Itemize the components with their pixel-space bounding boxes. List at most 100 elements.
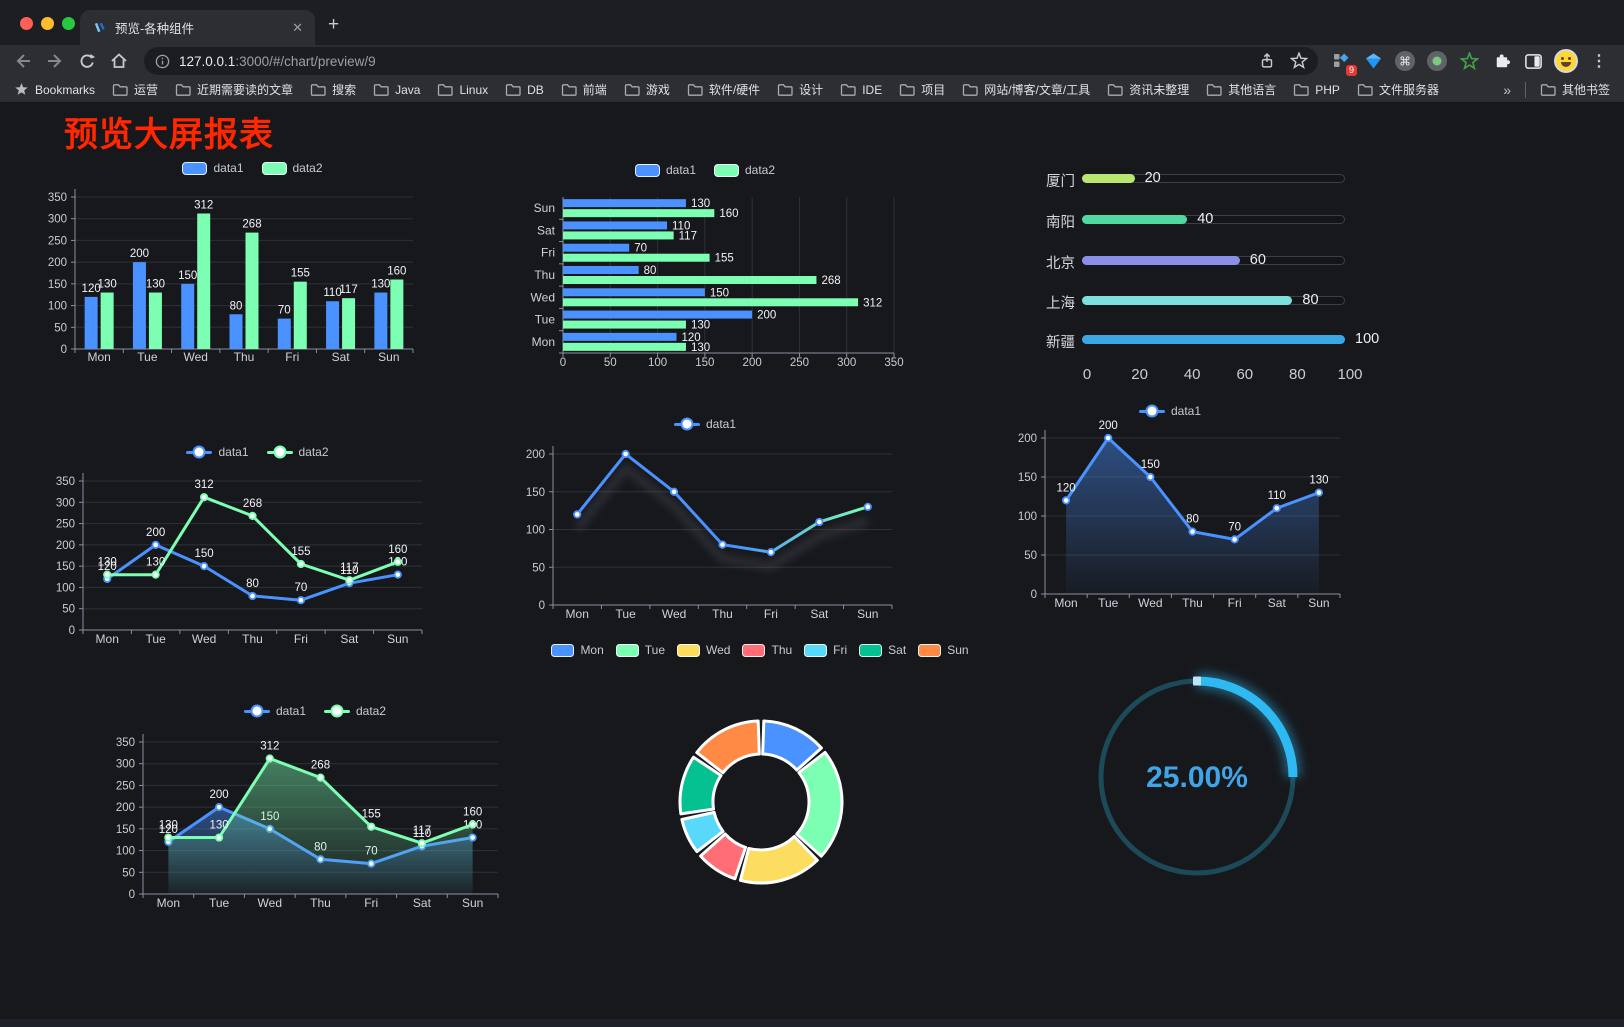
chart-area-multi[interactable]: data1 data2 0 50 100 150 200 250 300 350 Mon Tue Wed… bbox=[105, 690, 525, 933]
chart-canvas[interactable]: 0 50 100 150 200 Mon Tue Wed Thu Fri Sat Sun bbox=[505, 410, 905, 628]
profile-avatar[interactable] bbox=[1554, 49, 1578, 73]
command-extension-icon[interactable]: ⌘ bbox=[1394, 50, 1416, 72]
chart-progress-bars[interactable]: 厦门 20 南阳 40 北京 60 上海 80 新疆 100 0 20 40 60 80 100 bbox=[1005, 160, 1379, 390]
svg-text:312: 312 bbox=[194, 479, 213, 491]
star-icon bbox=[15, 82, 28, 95]
legend-item-Wed[interactable]: Wed bbox=[677, 643, 730, 657]
chart-donut[interactable]: Mon Tue Wed Thu Fri Sat Sun bbox=[545, 640, 975, 895]
chart-horizontal-bar[interactable]: data1 data2 0 50 100 150 200 250 300 350 Mon 120 130… bbox=[505, 155, 905, 370]
svg-text:130: 130 bbox=[98, 279, 117, 291]
bookmark-folder-Linux[interactable]: Linux bbox=[437, 83, 488, 97]
legend-item-Tue[interactable]: Tue bbox=[615, 643, 665, 657]
legend-item-data1[interactable]: data1 bbox=[1138, 404, 1202, 418]
legend-item-Thu[interactable]: Thu bbox=[742, 643, 792, 657]
legend-swatch-icon bbox=[918, 643, 942, 657]
svg-text:Wed: Wed bbox=[258, 896, 282, 910]
site-info-icon[interactable] bbox=[154, 53, 171, 70]
legend-item-data2[interactable]: data2 bbox=[266, 445, 329, 459]
bookmark-folder-Java[interactable]: Java bbox=[373, 83, 420, 97]
bookmark-folder-文件服务器[interactable]: 文件服务器 bbox=[1357, 81, 1439, 98]
minimize-window-button[interactable] bbox=[41, 17, 54, 30]
legend-item-data1[interactable]: data1 bbox=[243, 704, 306, 718]
tab-close-icon[interactable]: ✕ bbox=[292, 19, 303, 35]
legend-item-data2[interactable]: data2 bbox=[261, 161, 323, 175]
chart-canvas[interactable]: 0 50 100 150 200 Mon Tue Wed Thu Fri Sat Sun 120 200 1… bbox=[985, 395, 1355, 620]
bookmark-star-icon[interactable] bbox=[1290, 52, 1308, 70]
chart-grouped-bar[interactable]: data1 data2 0 50 100 150 200 250 300 350 Mon Tue Wed… bbox=[45, 155, 460, 370]
progress-row-上海[interactable]: 上海 80 bbox=[1005, 291, 1377, 312]
legend-item-Sun[interactable]: Sun bbox=[918, 643, 969, 657]
reload-icon[interactable] bbox=[74, 48, 100, 74]
bookmark-folder-设计[interactable]: 设计 bbox=[777, 81, 823, 98]
svg-text:350: 350 bbox=[884, 357, 903, 369]
bookmark-folder-其他语言[interactable]: 其他语言 bbox=[1206, 81, 1276, 98]
bookmark-folder-IDE[interactable]: IDE bbox=[840, 83, 882, 97]
new-tab-button[interactable]: + bbox=[328, 14, 340, 35]
svg-text:150: 150 bbox=[116, 824, 135, 836]
progress-row-新疆[interactable]: 新疆 100 bbox=[1005, 330, 1379, 351]
folder-icon bbox=[1108, 83, 1123, 96]
svg-text:Wed: Wed bbox=[662, 607, 686, 621]
bookmarks-overflow-chevron[interactable]: » bbox=[1503, 81, 1511, 98]
chart-multi-line[interactable]: data1 data2 0 50 100 150 200 250 300 350 Mon Tue Wed… bbox=[45, 440, 470, 658]
svg-text:Sun: Sun bbox=[534, 201, 555, 215]
bookmark-folder-PHP[interactable]: PHP bbox=[1293, 83, 1340, 97]
chart-gauge-progress[interactable]: 25.00% bbox=[1080, 660, 1320, 900]
tabs-grid-extension-icon[interactable]: 9 bbox=[1330, 50, 1357, 76]
progress-row-南阳[interactable]: 南阳 40 bbox=[1005, 210, 1377, 231]
address-bar[interactable]: 127.0.0.1:3000/#/chart/preview/9 bbox=[144, 47, 1318, 75]
chart-canvas[interactable]: 0 50 100 150 200 250 300 350 Mon Tue Wed Thu Fri Sat S… bbox=[45, 155, 460, 370]
legend-label: data1 bbox=[1170, 404, 1202, 418]
bookmark-folder-软件/硬件[interactable]: 软件/硬件 bbox=[687, 81, 760, 98]
bookmarks-manager-item[interactable]: Bookmarks bbox=[14, 82, 95, 97]
progress-row-厦门[interactable]: 厦门 20 bbox=[1005, 169, 1377, 190]
chart-canvas[interactable]: 0 50 100 150 200 250 300 350 Mon Tue Wed Thu Fri Sat S… bbox=[105, 690, 525, 933]
bookmark-label: Java bbox=[395, 82, 421, 97]
browser-menu-icon[interactable]: ⋮ bbox=[1591, 53, 1607, 70]
legend-item-Sat[interactable]: Sat bbox=[859, 643, 906, 657]
legend-item-data1[interactable]: data1 bbox=[673, 417, 736, 431]
chart-area-single[interactable]: data1 0 50 100 150 200 Mon Tue Wed Thu Fri Sat Sun 12… bbox=[985, 395, 1355, 620]
home-icon[interactable] bbox=[106, 48, 132, 74]
bookmark-folder-运营[interactable]: 运营 bbox=[112, 81, 158, 98]
legend-item-data2[interactable]: data2 bbox=[714, 163, 775, 177]
chart-canvas[interactable]: 0 50 100 150 200 250 300 350 Mon Tue Wed Thu Fri Sat S… bbox=[45, 440, 470, 658]
maximize-window-button[interactable] bbox=[62, 17, 75, 30]
chart-canvas[interactable]: 25.00% bbox=[1080, 660, 1320, 900]
bookmark-folder-资讯未整理[interactable]: 资讯未整理 bbox=[1107, 81, 1189, 98]
share-icon[interactable] bbox=[1258, 52, 1276, 70]
legend-item-Fri[interactable]: Fri bbox=[804, 643, 847, 657]
diamond-extension-icon[interactable] bbox=[1362, 50, 1384, 72]
bookmark-folder-项目[interactable]: 项目 bbox=[899, 81, 945, 98]
legend-item-Mon[interactable]: Mon bbox=[551, 643, 604, 657]
bookmark-folder-前端[interactable]: 前端 bbox=[561, 81, 607, 98]
legend-item-data1[interactable]: data1 bbox=[634, 163, 696, 177]
folder-icon bbox=[841, 83, 856, 96]
recorder-extension-icon[interactable] bbox=[1426, 50, 1448, 72]
other-bookmarks-folder[interactable]: 其他书签 bbox=[1540, 81, 1610, 98]
progress-fill bbox=[1082, 296, 1293, 305]
close-window-button[interactable] bbox=[20, 17, 33, 30]
svg-text:Mon: Mon bbox=[566, 607, 589, 621]
bookmark-folder-游戏[interactable]: 游戏 bbox=[624, 81, 670, 98]
legend-item-data1[interactable]: data1 bbox=[182, 161, 244, 175]
back-icon[interactable] bbox=[10, 48, 36, 74]
svg-text:200: 200 bbox=[56, 540, 75, 552]
legend-item-data1[interactable]: data1 bbox=[186, 445, 249, 459]
side-panel-icon[interactable] bbox=[1522, 50, 1544, 72]
bookmark-folder-近期需要读的文章[interactable]: 近期需要读的文章 bbox=[175, 81, 293, 98]
green-star-extension-icon[interactable] bbox=[1458, 50, 1480, 72]
bookmark-folder-网站/博客/文章/工具[interactable]: 网站/博客/文章/工具 bbox=[962, 81, 1090, 98]
legend-swatch-icon bbox=[615, 643, 639, 657]
browser-tab[interactable]: 预览-各种组件 ✕ bbox=[80, 10, 315, 45]
chart-canvas[interactable] bbox=[545, 640, 975, 895]
progress-row-北京[interactable]: 北京 60 bbox=[1005, 251, 1377, 272]
extensions-puzzle-icon[interactable] bbox=[1490, 50, 1512, 72]
chart-gradient-line[interactable]: data1 0 50 100 150 200 Mon Tue Wed Thu Fri Sat Sun bbox=[505, 410, 905, 628]
bookmark-folder-搜索[interactable]: 搜索 bbox=[310, 81, 356, 98]
forward-icon[interactable] bbox=[42, 48, 68, 74]
bookmark-folder-DB[interactable]: DB bbox=[505, 83, 544, 97]
bookmark-label: Linux bbox=[459, 82, 489, 97]
legend-item-data2[interactable]: data2 bbox=[324, 704, 386, 718]
